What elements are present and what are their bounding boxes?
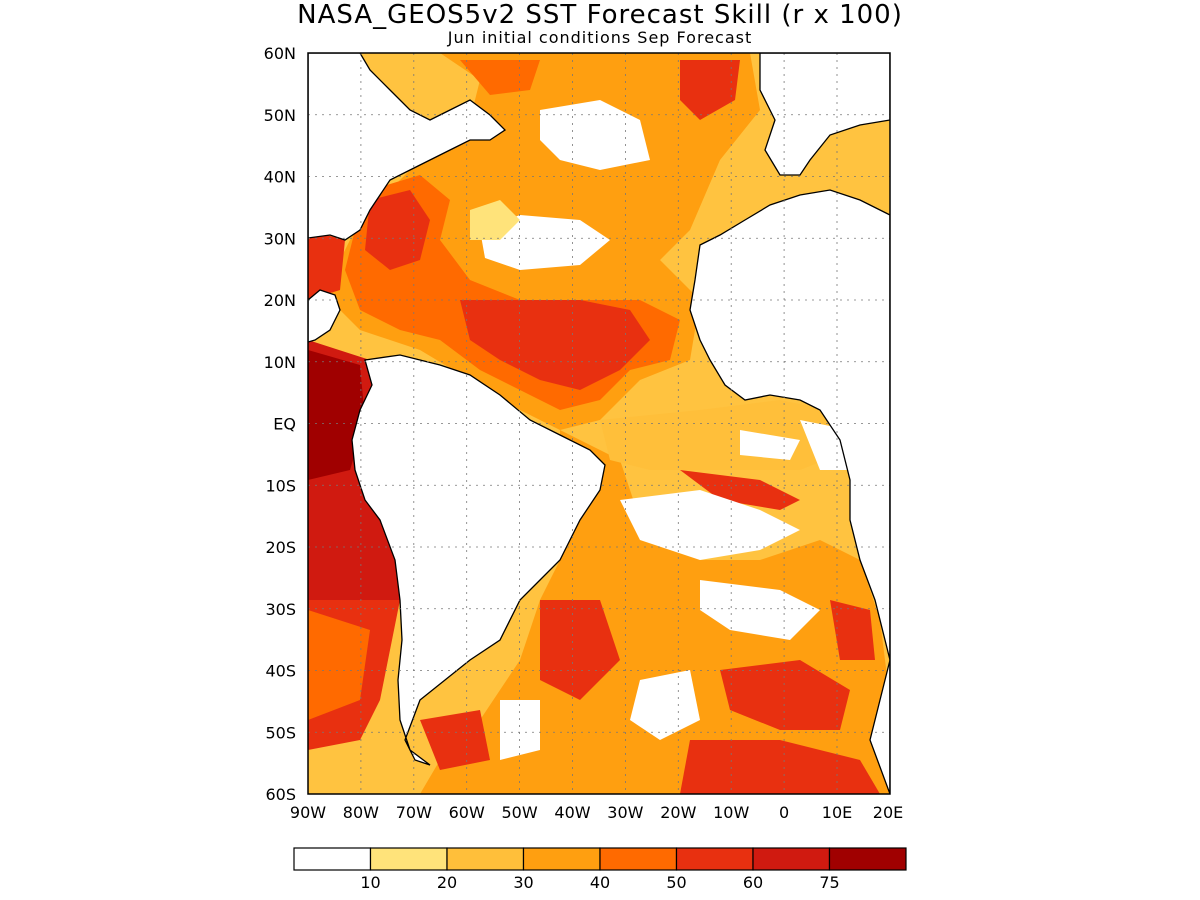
colorbar-label: 10: [360, 873, 380, 892]
lon-label: 50W: [502, 803, 538, 822]
colorbar-swatch: [293, 847, 372, 871]
lat-label: 10S: [265, 476, 296, 495]
colorbar-label: 40: [590, 873, 610, 892]
lat-label: 20S: [265, 538, 296, 557]
colorbar-label: 75: [819, 873, 839, 892]
lat-label: 60N: [264, 44, 296, 63]
gridlines: [308, 53, 890, 794]
lat-label: 50N: [264, 106, 296, 125]
colorbar-swatch: [599, 847, 678, 871]
colorbar-swatch: [369, 847, 448, 871]
lon-label: 30W: [607, 803, 643, 822]
colorbar-swatch: [446, 847, 525, 871]
colorbar-swatch: [752, 847, 831, 871]
colorbar-label: 20: [437, 873, 457, 892]
colorbar-label: 50: [666, 873, 686, 892]
lon-label: 60W: [449, 803, 485, 822]
lon-label: 10W: [713, 803, 749, 822]
colorbar-swatch: [675, 847, 754, 871]
map-subtitle: Jun initial conditions Sep Forecast: [447, 28, 753, 47]
lat-label: 20N: [264, 291, 296, 310]
lat-label: 50S: [265, 723, 296, 742]
map-frame: [307, 52, 891, 795]
lat-label: 40N: [264, 168, 296, 187]
colorbar-label: 30: [513, 873, 533, 892]
lon-label: 20W: [660, 803, 696, 822]
lon-label: 70W: [396, 803, 432, 822]
lon-label: 80W: [343, 803, 379, 822]
lat-label: 60S: [265, 785, 296, 804]
lon-label: 20E: [873, 803, 903, 822]
lat-label: 30S: [265, 600, 296, 619]
map-title: NASA_GEOS5v2 SST Forecast Skill (r x 100…: [297, 0, 903, 30]
land-masses: [308, 53, 890, 794]
lon-axis: 90W 80W 70W 60W 50W 40W 30W 20W 10W 0 10…: [290, 803, 903, 822]
lon-label: 0: [779, 803, 789, 822]
lat-label: 30N: [264, 229, 296, 248]
colorbar: 10 20 30 40 50 60 75: [293, 847, 907, 892]
lon-label: 40W: [554, 803, 590, 822]
lon-label: 90W: [290, 803, 326, 822]
lat-label: 10N: [264, 353, 296, 372]
lon-label: 10E: [822, 803, 852, 822]
lat-label: 40S: [265, 662, 296, 681]
colorbar-swatch: [828, 847, 907, 871]
lat-label: EQ: [273, 415, 296, 434]
lat-axis: 60N 50N 40N 30N 20N 10N EQ 10S 20S 30S 4…: [264, 44, 296, 804]
colorbar-label: 60: [743, 873, 763, 892]
colorbar-swatch: [522, 847, 601, 871]
